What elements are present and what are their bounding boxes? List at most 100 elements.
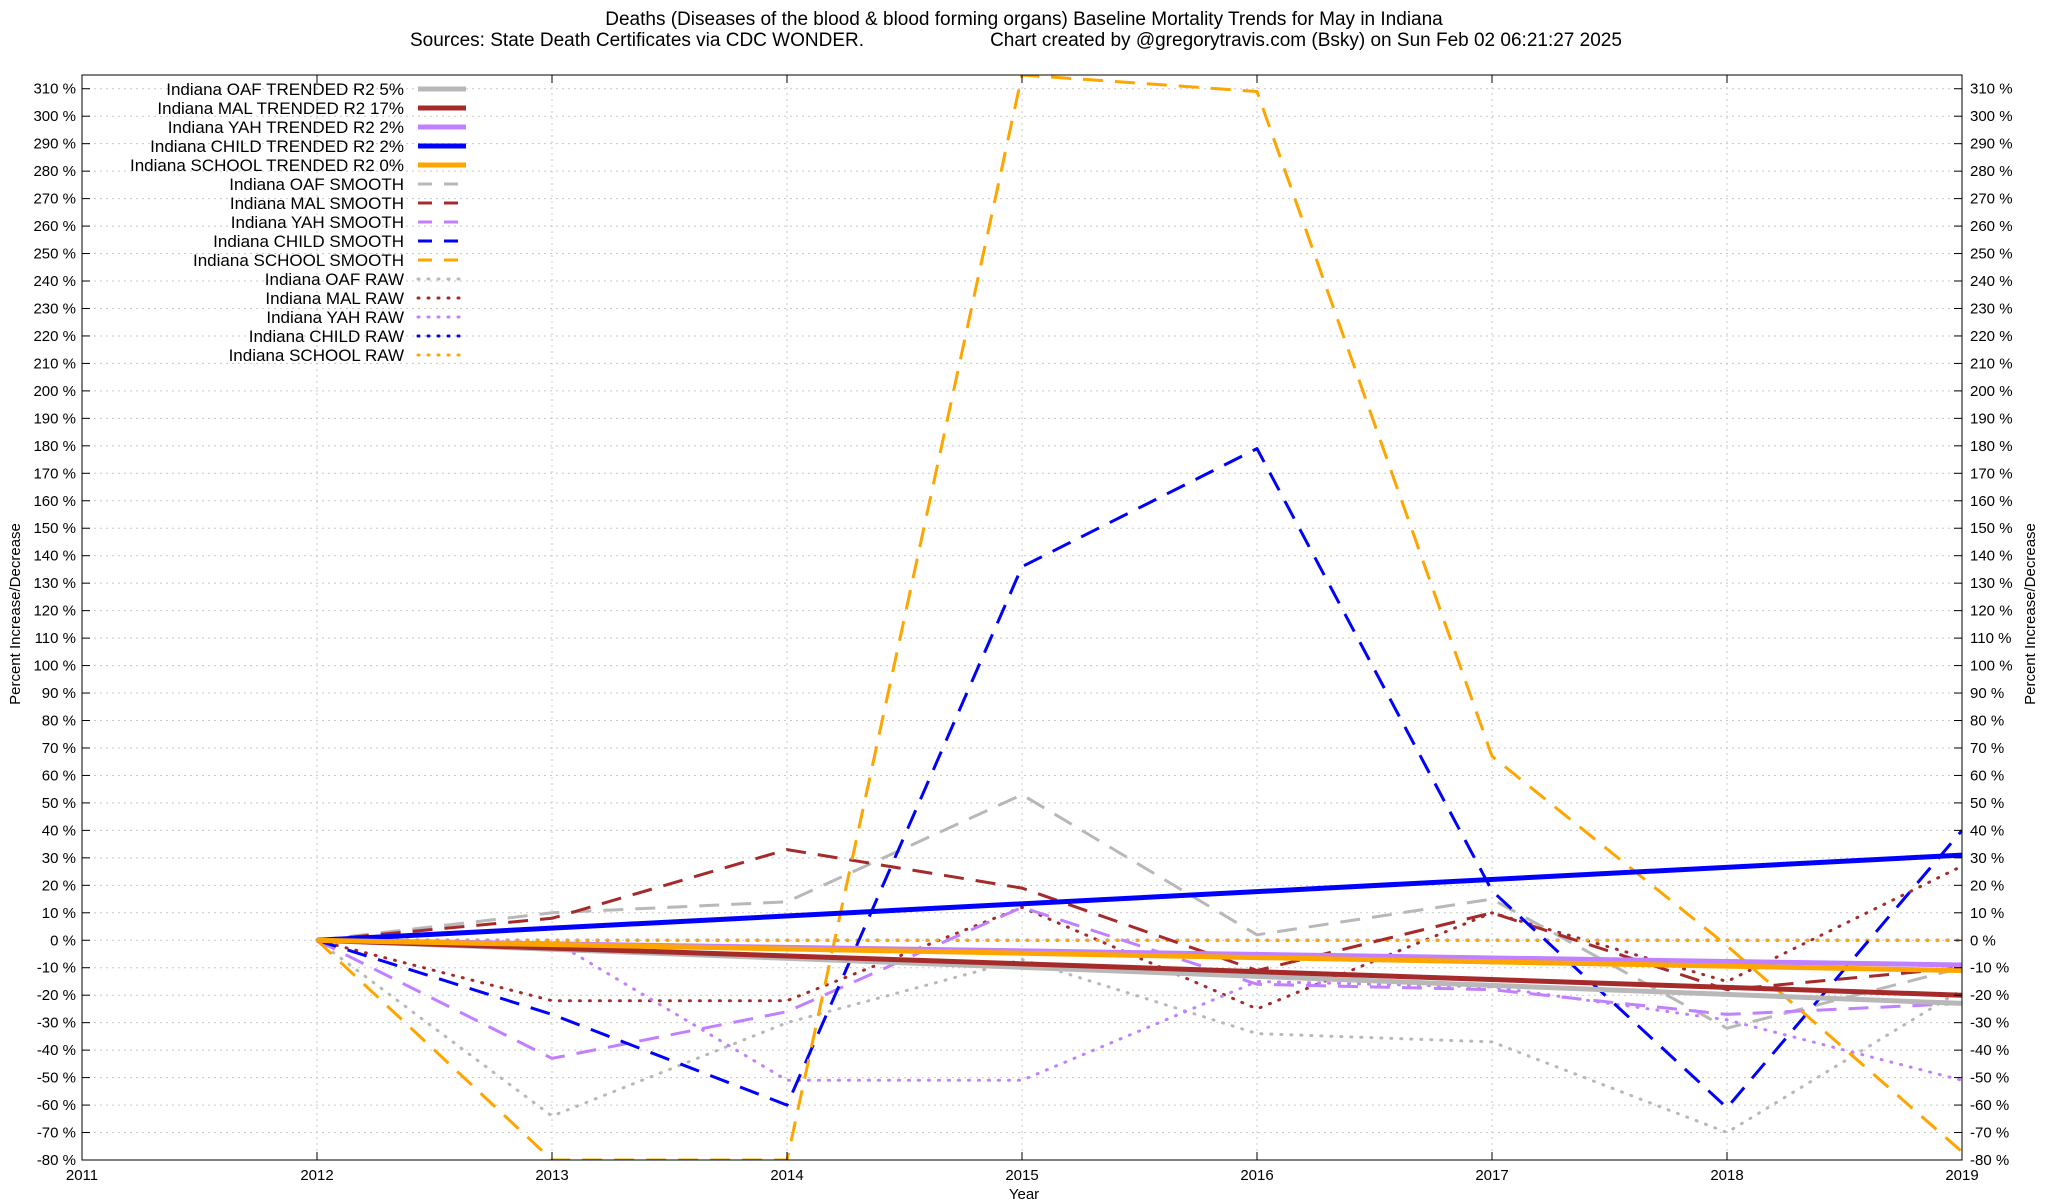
- x-tick-label: 2017: [1475, 1167, 1508, 1184]
- y-tick-label-right: 60 %: [1970, 767, 2004, 784]
- y-tick-label-right: 80 %: [1970, 713, 2004, 730]
- y-tick-label-right: 170 %: [1970, 465, 2013, 482]
- y-tick-label-left: 270 %: [33, 191, 76, 208]
- legend-label: Indiana CHILD TRENDED R2 2%: [150, 137, 404, 156]
- y-tick-label-left: 180 %: [33, 438, 76, 455]
- x-tick-label: 2011: [66, 1167, 98, 1184]
- series-line-3: [316, 852, 1962, 943]
- y-tick-label-right: 140 %: [1970, 548, 2013, 565]
- y-tick-label-right: 160 %: [1970, 493, 2013, 510]
- y-tick-label-left: 50 %: [42, 795, 76, 812]
- y-tick-label-left: 80 %: [42, 713, 76, 730]
- y-tick-label-right: 30 %: [1970, 850, 2004, 867]
- y-tick-label-right: 110 %: [1970, 630, 2011, 647]
- y-tick-label-right: 90 %: [1970, 685, 2004, 702]
- legend-label: Indiana OAF RAW: [265, 270, 404, 289]
- y-tick-label-right: 0 %: [1970, 932, 1996, 949]
- y-tick-label-left: 70 %: [42, 740, 76, 757]
- y-tick-label-left: 240 %: [33, 273, 76, 290]
- legend-label: Indiana YAH RAW: [266, 308, 404, 327]
- y-tick-label-right: 240 %: [1970, 273, 2013, 290]
- x-axis-label: Year: [1009, 1186, 1039, 1200]
- y-tick-label-left: 280 %: [33, 163, 76, 180]
- y-tick-label-left: 110 %: [35, 630, 76, 647]
- y-tick-label-right: 190 %: [1970, 410, 2013, 427]
- y-tick-label-left: 300 %: [33, 108, 76, 125]
- y-tick-label-left: 250 %: [33, 246, 76, 263]
- y-tick-label-right: 210 %: [1970, 355, 2013, 372]
- y-tick-label-left: 160 %: [33, 493, 76, 510]
- y-tick-label-left: -40 %: [37, 1042, 76, 1059]
- grid: [81, 75, 1963, 1161]
- legend-label: Indiana MAL SMOOTH: [230, 194, 404, 213]
- y-tick-label-left: -10 %: [37, 960, 76, 977]
- y-tick-label-left: -50 %: [37, 1070, 76, 1087]
- y-tick-label-right: 280 %: [1970, 163, 2013, 180]
- y-tick-label-right: 180 %: [1970, 438, 2013, 455]
- y-tick-label-left: 170 %: [33, 465, 76, 482]
- y-tick-label-left: -20 %: [37, 987, 76, 1004]
- y-tick-label-left: 230 %: [33, 300, 76, 317]
- y-tick-label-right: -10 %: [1970, 960, 2009, 977]
- legend-label: Indiana YAH TRENDED R2 2%: [168, 118, 404, 137]
- y-tick-label-right: 70 %: [1970, 740, 2004, 757]
- legend-label: Indiana YAH SMOOTH: [231, 213, 404, 232]
- y-tick-label-right: -60 %: [1970, 1097, 2009, 1114]
- y-tick-label-right: 40 %: [1970, 822, 2004, 839]
- y-tick-label-left: 20 %: [42, 877, 76, 894]
- y-tick-label-left: 200 %: [33, 383, 76, 400]
- y-tick-label-left: 10 %: [42, 905, 76, 922]
- y-tick-label-right: 200 %: [1970, 383, 2013, 400]
- series-line-1: [316, 937, 1962, 998]
- series-line-5: [316, 793, 1962, 1030]
- y-tick-label-right: -80 %: [1970, 1152, 2009, 1169]
- y-tick-label-right: 230 %: [1970, 300, 2013, 317]
- y-tick-label-left: 260 %: [33, 218, 76, 235]
- y-tick-label-right: 100 %: [1970, 658, 2013, 675]
- y-tick-label-right: 220 %: [1970, 328, 2013, 345]
- y-axis-label-right: Percent Increase/Decrease: [2022, 523, 2039, 705]
- y-tick-label-left: 100 %: [33, 658, 76, 675]
- legend-label: Indiana CHILD SMOOTH: [213, 232, 404, 251]
- y-tick-label-left: -60 %: [37, 1097, 76, 1114]
- y-tick-label-left: 210 %: [33, 355, 76, 372]
- chart-title: Deaths (Diseases of the blood & blood fo…: [605, 9, 1443, 30]
- y-tick-label-right: -50 %: [1970, 1070, 2009, 1087]
- y-tick-label-left: 60 %: [42, 767, 76, 784]
- y-tick-label-left: 190 %: [33, 410, 76, 427]
- y-tick-label-left: 90 %: [42, 685, 76, 702]
- legend-label: Indiana MAL RAW: [265, 289, 404, 308]
- x-tick-label: 2012: [300, 1167, 333, 1184]
- legend-label: Indiana OAF TRENDED R2 5%: [166, 80, 404, 99]
- legend: Indiana OAF TRENDED R2 5%Indiana MAL TRE…: [130, 80, 468, 365]
- y-tick-label-right: 300 %: [1970, 108, 2013, 125]
- y-tick-label-right: -70 %: [1970, 1125, 2009, 1142]
- y-tick-label-right: -20 %: [1970, 987, 2009, 1004]
- y-tick-label-right: 250 %: [1970, 246, 2013, 263]
- y-tick-label-right: 50 %: [1970, 795, 2004, 812]
- y-tick-label-left: 140 %: [33, 548, 76, 565]
- series-line-4: [316, 937, 1962, 973]
- series-line-11: [315, 864, 1962, 1011]
- legend-label: Indiana CHILD RAW: [249, 327, 404, 346]
- x-tick-label: 2013: [535, 1167, 568, 1184]
- y-tick-label-left: 30 %: [42, 850, 76, 867]
- chart-subtitle-sources: Sources: State Death Certificates via CD…: [410, 30, 864, 51]
- legend-label: Indiana MAL TRENDED R2 17%: [157, 99, 404, 118]
- y-tick-label-right: -30 %: [1970, 1015, 2009, 1032]
- series-line-9: [315, 75, 1962, 1160]
- plot-area: [315, 75, 1962, 1160]
- y-tick-label-left: 130 %: [33, 575, 76, 592]
- y-tick-label-right: 120 %: [1970, 603, 2013, 620]
- x-tick-label: 2019: [1945, 1167, 1978, 1184]
- y-tick-label-left: 310 %: [33, 81, 76, 98]
- series-line-7: [316, 905, 1962, 1060]
- x-tick-label: 2018: [1710, 1167, 1743, 1184]
- legend-label: Indiana SCHOOL SMOOTH: [193, 251, 404, 270]
- y-tick-label-right: 270 %: [1970, 191, 2013, 208]
- series-line-6: [316, 848, 1962, 992]
- legend-label: Indiana SCHOOL RAW: [229, 346, 404, 365]
- y-tick-label-right: 10 %: [1970, 905, 2004, 922]
